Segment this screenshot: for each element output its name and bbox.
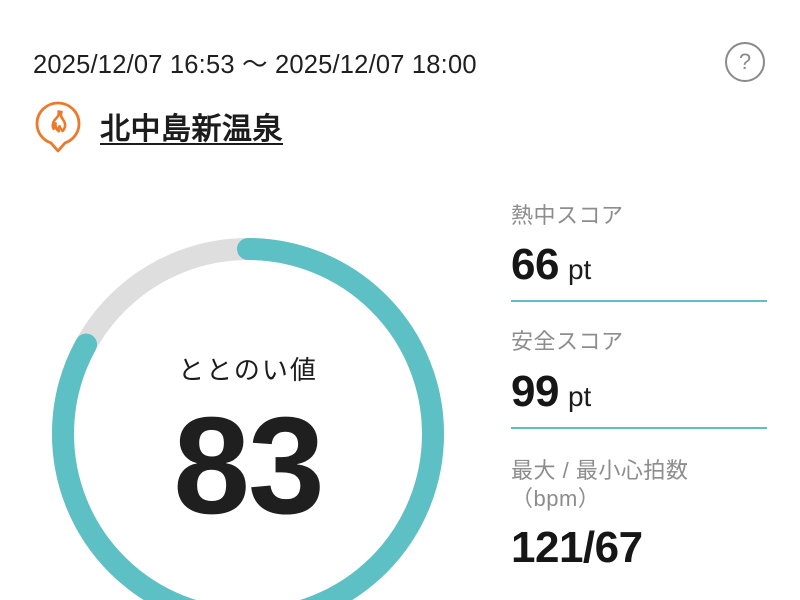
metric-unit: pt <box>567 254 592 286</box>
metric-value: 121/67 <box>511 523 643 572</box>
sauna-flame-pin-icon <box>30 98 86 154</box>
help-icon[interactable]: ? <box>725 42 765 82</box>
metric-value: 99 <box>511 366 559 416</box>
metric-label: 安全スコア <box>511 329 624 355</box>
metric-value-row: 99 pt <box>511 366 773 416</box>
gauge-svg <box>52 238 444 600</box>
totonoi-gauge: ととのい値 83 <box>42 228 454 600</box>
page-header: 2025/12/07 16:53 〜 2025/12/07 18:00 ? <box>0 0 800 95</box>
metrics-panel: 熱中スコア 66 pt 安全スコア 99 pt 最大 / 最小心拍数 （bpm）… <box>511 202 773 571</box>
session-date-range: 2025/12/07 16:53 〜 2025/12/07 18:00 <box>33 51 477 79</box>
venue-row[interactable]: 北中島新温泉 <box>30 98 283 154</box>
metric-value-row: 121/67 <box>511 523 773 572</box>
metric-value-row: 66 pt <box>511 240 773 290</box>
venue-name-link[interactable]: 北中島新温泉 <box>100 113 283 146</box>
metric-label: 熱中スコア <box>511 203 624 228</box>
metric-value: 66 <box>511 240 559 290</box>
metric-divider <box>511 426 767 429</box>
metric-safety-score: 安全スコア 99 pt <box>511 328 773 429</box>
metric-heat-score: 熱中スコア 66 pt <box>511 202 773 303</box>
gauge-progress-arc <box>52 238 444 600</box>
metric-heart-rate: 最大 / 最小心拍数 （bpm） 121/67 <box>511 457 773 572</box>
metric-divider <box>511 300 767 303</box>
metric-unit: pt <box>567 380 592 412</box>
metric-label: 最大 / 最小心拍数 （bpm） <box>511 457 689 511</box>
